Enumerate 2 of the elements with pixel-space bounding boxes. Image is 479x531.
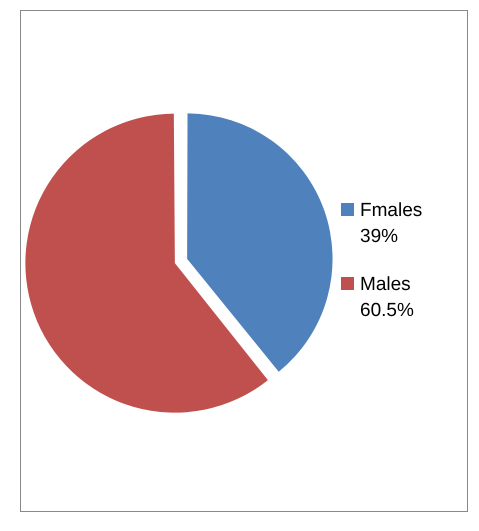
legend-label: Males 60.5% [360,273,415,323]
legend-label: Fmales 39% [360,199,424,249]
